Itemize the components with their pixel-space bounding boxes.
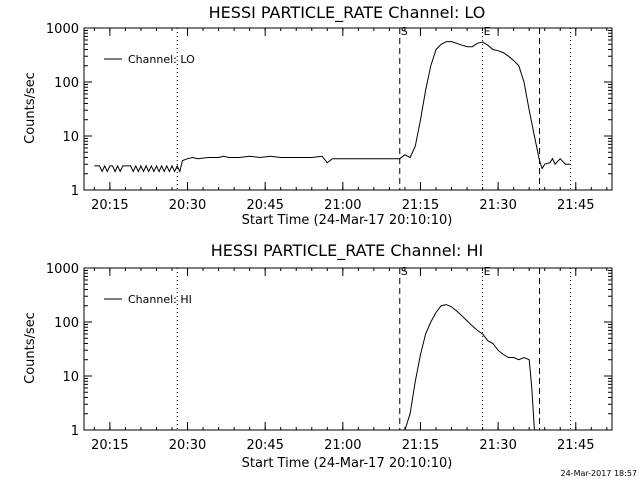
x-tick-label: 21:45: [557, 198, 594, 213]
marker-label: E: [484, 25, 491, 38]
plot-frame: [83, 267, 613, 431]
footer-timestamp: 24-Mar-2017 18:57: [561, 469, 638, 478]
x-tick-label: 21:00: [324, 198, 361, 213]
marker-label: E: [484, 265, 491, 278]
plot-frame: [83, 27, 613, 191]
y-tick-label: 100: [54, 316, 79, 331]
x-tick-label: 21:00: [324, 438, 361, 453]
x-axis-label: Start Time (24-Mar-17 20:10:10): [242, 213, 453, 228]
chart-title: HESSI PARTICLE_RATE Channel: LO: [209, 3, 486, 23]
x-tick-label: 20:45: [246, 198, 283, 213]
y-tick-label: 10: [62, 370, 79, 385]
y-axis-label: Counts/sec: [23, 312, 38, 384]
x-tick-label: 20:15: [91, 438, 128, 453]
x-tick-label: 21:15: [402, 198, 439, 213]
y-tick-label: 1000: [46, 22, 79, 37]
panel-hi: HESSI PARTICLE_RATE Channel: HI Counts/s…: [23, 241, 613, 471]
x-tick-label: 20:30: [169, 438, 206, 453]
y-tick-label: 1000: [46, 262, 79, 277]
x-tick-label: 20:45: [246, 438, 283, 453]
legend-label: Channel: HI: [128, 293, 192, 306]
x-tick-label: 21:30: [479, 438, 516, 453]
marker-label: S: [401, 25, 408, 38]
x-tick-label: 21:30: [479, 198, 516, 213]
y-tick-label: 100: [54, 76, 79, 91]
legend-label: Channel: LO: [128, 53, 195, 66]
series-line: [404, 304, 535, 431]
x-tick-label: 21:45: [557, 438, 594, 453]
y-tick-label: 1: [71, 424, 79, 439]
panel-lo: HESSI PARTICLE_RATE Channel: LO Counts/s…: [23, 3, 613, 228]
y-tick-label: 10: [62, 130, 79, 145]
marker-label: S: [401, 265, 408, 278]
y-tick-label: 1: [71, 184, 79, 199]
y-axis-label: Counts/sec: [23, 72, 38, 144]
series-line: [94, 41, 571, 174]
x-tick-label: 20:30: [169, 198, 206, 213]
chart-title: HESSI PARTICLE_RATE Channel: HI: [211, 241, 484, 261]
x-tick-label: 21:15: [402, 438, 439, 453]
x-tick-label: 20:15: [91, 198, 128, 213]
x-axis-label: Start Time (24-Mar-17 20:10:10): [242, 456, 453, 471]
